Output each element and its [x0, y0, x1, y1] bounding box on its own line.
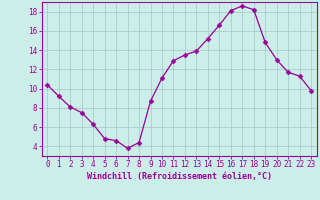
X-axis label: Windchill (Refroidissement éolien,°C): Windchill (Refroidissement éolien,°C)	[87, 172, 272, 181]
